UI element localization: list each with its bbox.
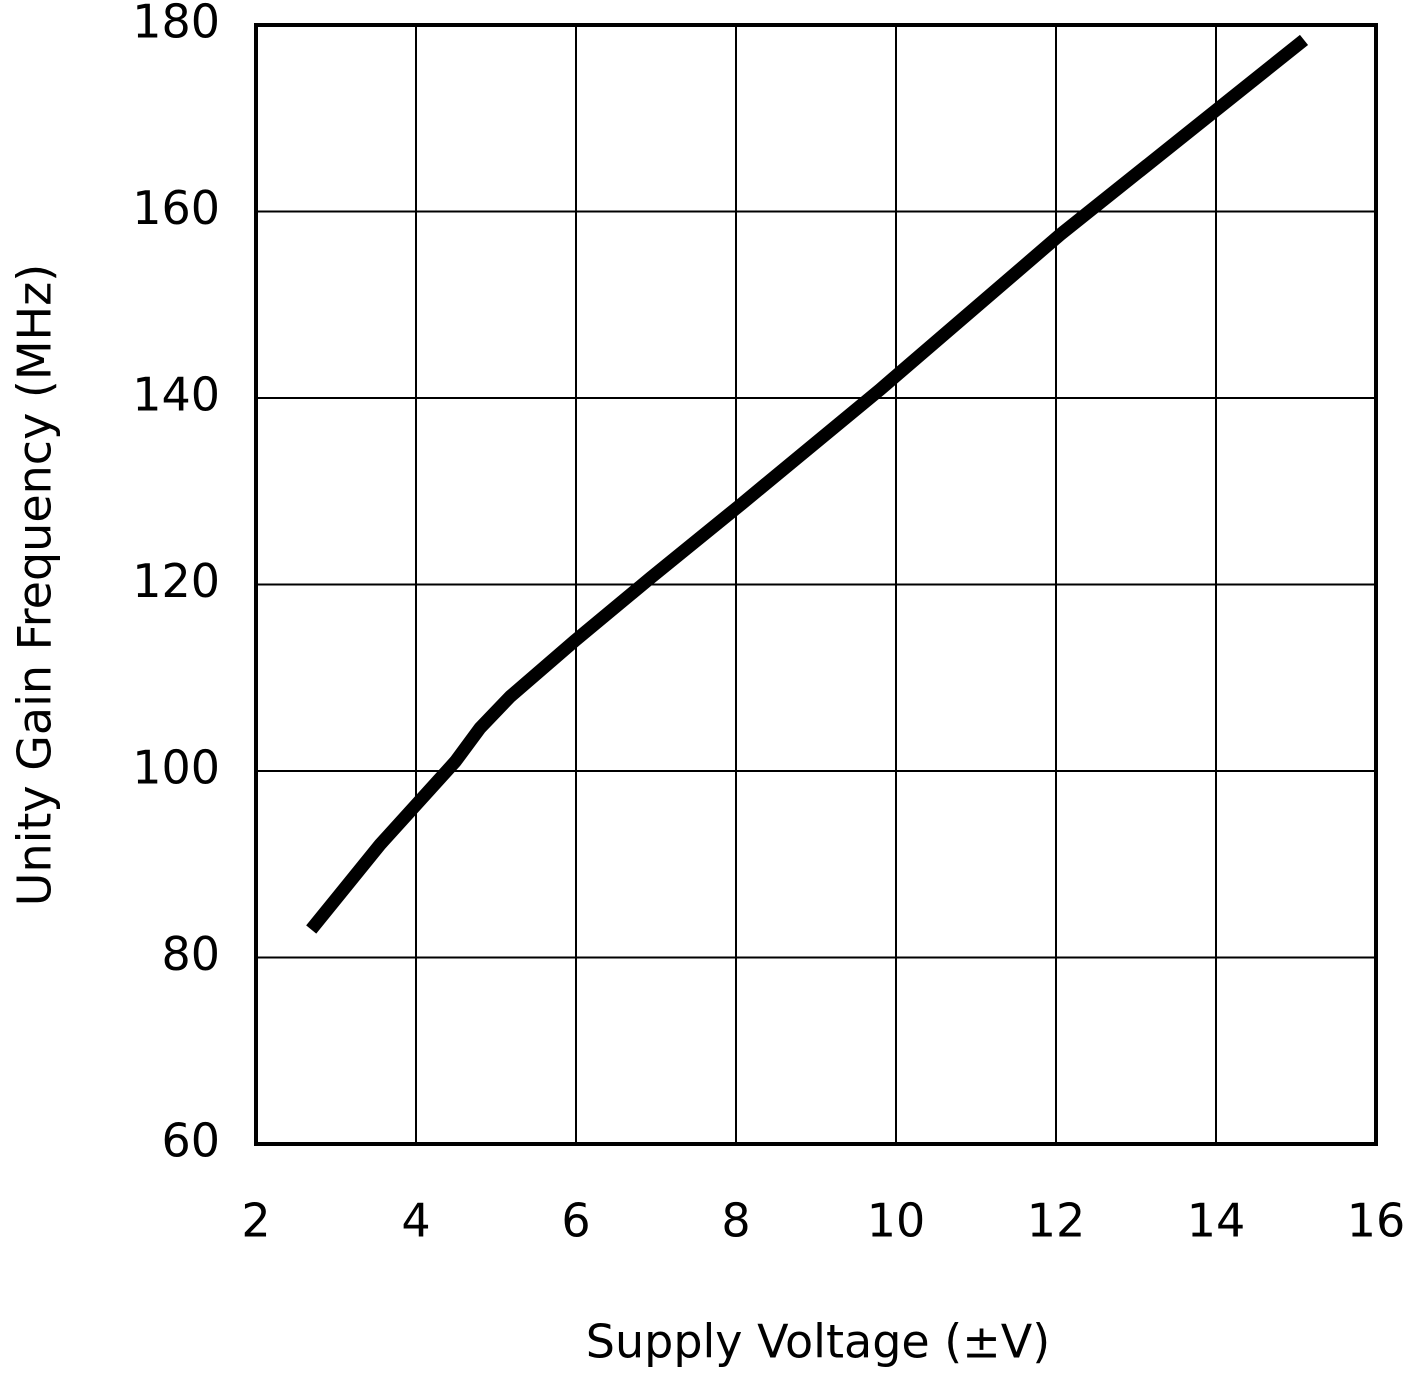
x-tick-label: 16 bbox=[1347, 1194, 1405, 1248]
x-tick-label: 6 bbox=[561, 1194, 590, 1248]
y-tick-label: 60 bbox=[161, 1114, 220, 1168]
y-tick-label: 120 bbox=[132, 554, 220, 608]
data-line bbox=[306, 34, 1309, 934]
y-tick-label: 160 bbox=[132, 181, 220, 235]
plot-frame bbox=[254, 23, 1378, 1146]
x-tick-label: 2 bbox=[241, 1194, 270, 1248]
x-tick-label: 10 bbox=[867, 1194, 926, 1248]
y-tick-label: 80 bbox=[161, 927, 220, 981]
x-tick-label: 14 bbox=[1187, 1194, 1246, 1248]
y-tick-label: 180 bbox=[132, 0, 220, 49]
x-tick-label: 4 bbox=[401, 1194, 430, 1248]
x-axis-title: Supply Voltage (±V) bbox=[586, 1315, 1050, 1369]
y-axis-title: Unity Gain Frequency (MHz) bbox=[8, 264, 62, 906]
x-tick-label: 12 bbox=[1027, 1194, 1086, 1248]
y-tick-label: 100 bbox=[132, 741, 220, 795]
y-tick-label: 140 bbox=[132, 368, 220, 422]
x-tick-label: 8 bbox=[721, 1194, 750, 1248]
